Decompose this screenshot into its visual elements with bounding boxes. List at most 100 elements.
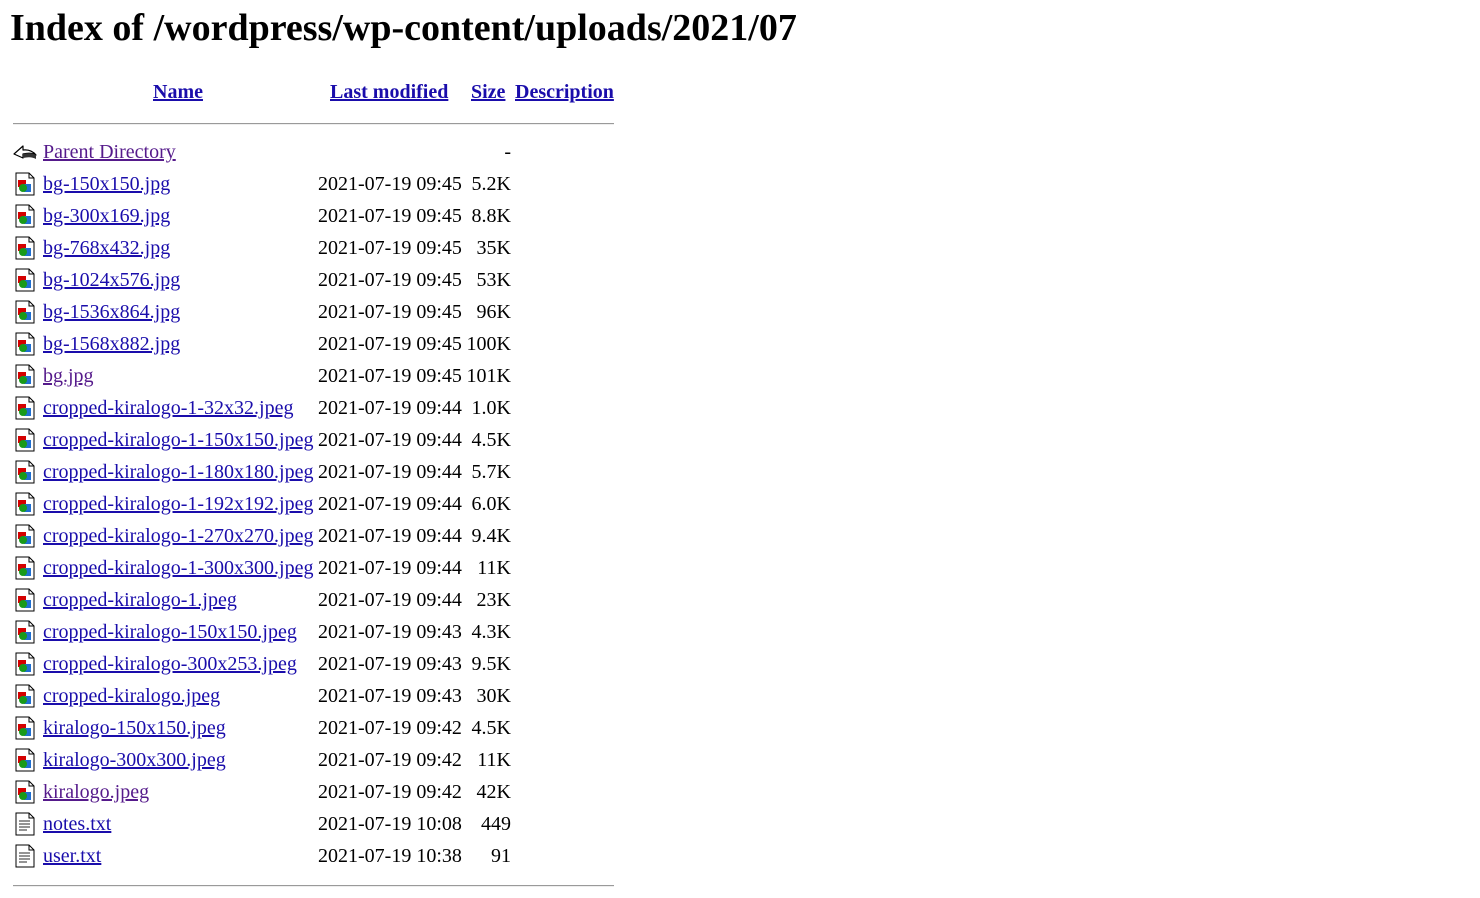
file-row: cropped-kiralogo-1-150x150.jpeg 2021-07-1… bbox=[10, 425, 630, 457]
parent-directory-link[interactable]: Parent Directory bbox=[43, 141, 176, 163]
file-link[interactable]: cropped-kiralogo-1-150x150.jpeg bbox=[43, 429, 314, 451]
file-link[interactable]: bg-1024x576.jpg bbox=[43, 269, 181, 291]
file-link[interactable]: notes.txt bbox=[43, 813, 112, 835]
file-link[interactable]: bg-1568x882.jpg bbox=[43, 333, 181, 355]
image-icon bbox=[13, 588, 37, 612]
file-row: bg-768x432.jpg 2021-07-19 09:45 35K bbox=[10, 233, 630, 265]
sort-by-description-link[interactable]: Description bbox=[515, 81, 614, 103]
file-link[interactable]: cropped-kiralogo-1-270x270.jpeg bbox=[43, 525, 314, 547]
file-size: 11K bbox=[477, 749, 511, 771]
file-size: 9.4K bbox=[471, 525, 511, 547]
file-row: user.txt 2021-07-19 10:38 91 bbox=[10, 841, 630, 873]
file-link[interactable]: cropped-kiralogo-150x150.jpeg bbox=[43, 621, 297, 643]
file-row: kiralogo.jpeg 2021-07-19 09:42 42K bbox=[10, 777, 630, 809]
sort-by-size-link[interactable]: Size bbox=[471, 81, 506, 103]
file-size: 6.0K bbox=[471, 493, 511, 515]
file-size: - bbox=[504, 141, 511, 163]
image-icon bbox=[13, 236, 37, 260]
file-link[interactable]: bg-768x432.jpg bbox=[43, 237, 171, 259]
last-modified: 2021-07-19 09:44 bbox=[318, 397, 462, 419]
file-link[interactable]: cropped-kiralogo-1-192x192.jpeg bbox=[43, 493, 314, 515]
file-size: 53K bbox=[476, 269, 511, 291]
last-modified: 2021-07-19 09:43 bbox=[318, 653, 462, 675]
last-modified: 2021-07-19 09:44 bbox=[318, 589, 462, 611]
image-icon bbox=[13, 684, 37, 708]
last-modified: 2021-07-19 09:43 bbox=[318, 621, 462, 643]
file-link[interactable]: kiralogo-150x150.jpeg bbox=[43, 717, 226, 739]
image-icon bbox=[13, 780, 37, 804]
image-icon bbox=[13, 268, 37, 292]
file-link[interactable]: bg-150x150.jpg bbox=[43, 173, 171, 195]
file-link[interactable]: kiralogo.jpeg bbox=[43, 781, 150, 803]
file-row: bg-300x169.jpg 2021-07-19 09:45 8.8K bbox=[10, 201, 630, 233]
file-link[interactable]: bg-1536x864.jpg bbox=[43, 301, 181, 323]
file-size: 8.8K bbox=[471, 205, 511, 227]
file-size: 30K bbox=[476, 685, 511, 707]
last-modified: 2021-07-19 09:44 bbox=[318, 461, 462, 483]
file-size: 23K bbox=[476, 589, 511, 611]
file-row: cropped-kiralogo-1-270x270.jpeg 2021-07-1… bbox=[10, 521, 630, 553]
image-icon bbox=[13, 748, 37, 772]
last-modified: 2021-07-19 09:45 bbox=[318, 269, 462, 291]
file-row: bg-1568x882.jpg 2021-07-19 09:45 100K bbox=[10, 329, 630, 361]
file-link[interactable]: cropped-kiralogo-1-300x300.jpeg bbox=[43, 557, 314, 579]
last-modified: 2021-07-19 10:38 bbox=[318, 845, 462, 867]
parent-directory-row: Parent Directory - bbox=[10, 137, 630, 169]
image-icon bbox=[13, 364, 37, 388]
image-icon bbox=[13, 620, 37, 644]
image-icon bbox=[13, 492, 37, 516]
file-link[interactable]: bg.jpg bbox=[43, 365, 94, 387]
image-icon bbox=[13, 716, 37, 740]
file-link[interactable]: kiralogo-300x300.jpeg bbox=[43, 749, 226, 771]
file-list: Parent Directory - bg-150x150.jpg 2021-07-1… bbox=[10, 137, 630, 873]
file-link[interactable]: cropped-kiralogo-1-180x180.jpeg bbox=[43, 461, 314, 483]
file-link[interactable]: cropped-kiralogo-1.jpeg bbox=[43, 589, 237, 611]
last-modified: 2021-07-19 10:08 bbox=[318, 813, 462, 835]
sort-by-last-modified-link[interactable]: Last modified bbox=[330, 81, 449, 103]
page-title: Index of /wordpress/wp-content/uploads/2… bbox=[10, 7, 797, 49]
file-link[interactable]: cropped-kiralogo-1-32x32.jpeg bbox=[43, 397, 294, 419]
image-icon bbox=[13, 172, 37, 196]
file-size: 100K bbox=[466, 333, 511, 355]
file-row: notes.txt 2021-07-19 10:08 449 bbox=[10, 809, 630, 841]
file-link[interactable]: cropped-kiralogo.jpeg bbox=[43, 685, 221, 707]
file-link[interactable]: user.txt bbox=[43, 845, 102, 867]
file-row: cropped-kiralogo-1.jpeg 2021-07-19 09:44 2… bbox=[10, 585, 630, 617]
sort-by-name-link[interactable]: Name bbox=[153, 81, 203, 103]
file-size: 5.7K bbox=[471, 461, 511, 483]
directory-listing: Name Last modified Size Description Pare… bbox=[10, 78, 630, 887]
back-icon bbox=[13, 140, 37, 164]
file-row: bg.jpg 2021-07-19 09:45 101K bbox=[10, 361, 630, 393]
file-row: cropped-kiralogo-1-180x180.jpeg 2021-07-1… bbox=[10, 457, 630, 489]
file-size: 91 bbox=[491, 845, 511, 867]
image-icon bbox=[13, 524, 37, 548]
file-size: 101K bbox=[466, 365, 511, 387]
image-icon bbox=[13, 204, 37, 228]
image-icon bbox=[13, 332, 37, 356]
image-icon bbox=[13, 396, 37, 420]
column-headers: Name Last modified Size Description bbox=[10, 78, 630, 110]
last-modified: 2021-07-19 09:43 bbox=[318, 685, 462, 707]
last-modified: 2021-07-19 09:45 bbox=[318, 237, 462, 259]
file-size: 96K bbox=[476, 301, 511, 323]
file-link[interactable]: bg-300x169.jpg bbox=[43, 205, 171, 227]
last-modified: 2021-07-19 09:44 bbox=[318, 429, 462, 451]
file-row: cropped-kiralogo-1-300x300.jpeg 2021-07-1… bbox=[10, 553, 630, 585]
last-modified: 2021-07-19 09:45 bbox=[318, 205, 462, 227]
file-size: 4.5K bbox=[471, 717, 511, 739]
file-size: 9.5K bbox=[471, 653, 511, 675]
last-modified: 2021-07-19 09:44 bbox=[318, 493, 462, 515]
text-file-icon bbox=[13, 844, 37, 868]
file-row: bg-1536x864.jpg 2021-07-19 09:45 96K bbox=[10, 297, 630, 329]
file-size: 42K bbox=[476, 781, 511, 803]
file-row: cropped-kiralogo.jpeg 2021-07-19 09:43 30K bbox=[10, 681, 630, 713]
last-modified: 2021-07-19 09:44 bbox=[318, 525, 462, 547]
last-modified: 2021-07-19 09:45 bbox=[318, 301, 462, 323]
file-link[interactable]: cropped-kiralogo-300x253.jpeg bbox=[43, 653, 297, 675]
file-row: cropped-kiralogo-300x253.jpeg 2021-07-19 … bbox=[10, 649, 630, 681]
header-divider bbox=[13, 123, 614, 125]
file-size: 35K bbox=[476, 237, 511, 259]
file-row: kiralogo-300x300.jpeg 2021-07-19 09:42 11K bbox=[10, 745, 630, 777]
file-row: cropped-kiralogo-150x150.jpeg 2021-07-19 … bbox=[10, 617, 630, 649]
last-modified: 2021-07-19 09:44 bbox=[318, 557, 462, 579]
